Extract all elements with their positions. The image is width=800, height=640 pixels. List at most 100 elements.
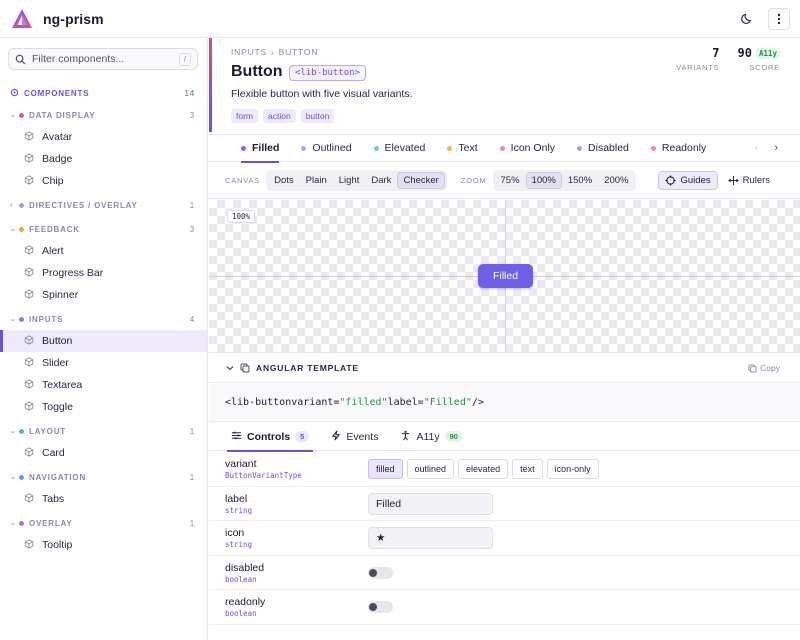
sidebar-item[interactable]: Toggle bbox=[0, 396, 207, 418]
preview-button[interactable]: Filled bbox=[478, 264, 533, 288]
nav-group[interactable]: ⌄ DATA DISPLAY 3 bbox=[0, 104, 207, 126]
copy-button[interactable]: Copy bbox=[748, 363, 780, 373]
tag-chip[interactable]: action bbox=[263, 109, 296, 123]
cube-icon bbox=[24, 378, 34, 392]
control-type: boolean bbox=[225, 574, 257, 584]
tag-chip[interactable]: form bbox=[231, 109, 258, 123]
sidebar-item[interactable]: Textarea bbox=[0, 374, 207, 396]
variant-tab-label: Text bbox=[458, 142, 478, 154]
sidebar-item[interactable]: Spinner bbox=[0, 284, 207, 306]
sidebar-item-label: Tooltip bbox=[42, 539, 73, 551]
cube-icon bbox=[24, 152, 34, 166]
sidebar-item[interactable]: Tooltip bbox=[0, 534, 207, 556]
sidebar-item[interactable]: Slider bbox=[0, 352, 207, 374]
canvas-option[interactable]: Dark bbox=[371, 175, 392, 186]
stat-value: 90 bbox=[737, 46, 752, 60]
nav-group[interactable]: ⌄ INPUTS 4 bbox=[0, 308, 207, 330]
zoom-option[interactable]: 75% bbox=[500, 175, 520, 186]
sidebar-item[interactable]: Progress Bar bbox=[0, 262, 207, 284]
control-type: string bbox=[225, 540, 253, 549]
variant-tab[interactable]: Filled bbox=[241, 135, 280, 163]
control-label-input[interactable]: Filled bbox=[368, 492, 493, 515]
variant-tab[interactable]: Readonly bbox=[650, 135, 706, 162]
code-tag-open: <lib-button bbox=[225, 396, 292, 408]
control-icon-input[interactable]: ★ bbox=[368, 527, 493, 549]
accessibility-icon bbox=[400, 430, 411, 444]
nav-group[interactable]: ⌄ OVERLAY 1 bbox=[0, 512, 207, 534]
template-section-header[interactable]: ANGULAR TEMPLATE Copy bbox=[209, 352, 800, 382]
nav-root-label: COMPONENTS bbox=[24, 88, 90, 98]
group-dot bbox=[19, 112, 24, 118]
more-menu-button[interactable] bbox=[768, 7, 790, 30]
tag-chip[interactable]: button bbox=[300, 109, 335, 123]
sidebar-item[interactable]: Button bbox=[0, 330, 207, 352]
nav-root-components[interactable]: COMPONENTS 14 bbox=[0, 84, 207, 102]
chevron-down-icon: ⌄ bbox=[10, 428, 17, 435]
chevron-left-icon[interactable]: ‹ bbox=[754, 142, 759, 154]
variant-tab[interactable]: Text bbox=[447, 135, 478, 162]
canvas-option[interactable]: Checker bbox=[397, 172, 445, 189]
sidebar-item[interactable]: Badge bbox=[0, 148, 207, 170]
canvas-option[interactable]: Dots bbox=[274, 175, 294, 186]
nav-group[interactable]: ⌄ LAYOUT 1 bbox=[0, 420, 207, 442]
more-vertical-icon bbox=[777, 13, 781, 24]
rulers-button[interactable]: Rulers bbox=[727, 175, 770, 186]
variant-chip[interactable]: icon-only bbox=[546, 459, 599, 479]
canvas-option[interactable]: Light bbox=[338, 175, 360, 186]
nav-group-count: 3 bbox=[189, 110, 195, 120]
variant-tab[interactable]: Elevated bbox=[373, 135, 425, 162]
zoom-option[interactable]: 100% bbox=[525, 172, 562, 189]
variant-chip[interactable]: outlined bbox=[406, 459, 455, 479]
zoom-option[interactable]: 150% bbox=[567, 175, 593, 186]
nav-group[interactable]: ⌄ FEEDBACK 3 bbox=[0, 218, 207, 240]
variant-tab[interactable]: Outlined bbox=[301, 135, 352, 162]
chevron-down-icon: ⌄ bbox=[10, 316, 17, 323]
variant-tab[interactable]: Icon Only bbox=[499, 135, 555, 162]
variant-tab-label: Outlined bbox=[312, 142, 352, 154]
panel-tab[interactable]: A11y 90 bbox=[400, 423, 463, 451]
sidebar-item[interactable]: Avatar bbox=[0, 126, 207, 148]
group-dot bbox=[19, 316, 24, 322]
control-readonly-toggle[interactable] bbox=[368, 601, 393, 613]
nav-group[interactable]: › DIRECTIVES / OVERLAY 1 bbox=[0, 194, 207, 216]
guides-button[interactable]: Guides bbox=[658, 171, 718, 190]
variant-chip[interactable]: filled bbox=[368, 459, 403, 479]
nav-group-count: 1 bbox=[189, 472, 195, 482]
sidebar-item[interactable]: Card bbox=[0, 442, 207, 464]
breadcrumb-item[interactable]: INPUTS bbox=[231, 47, 267, 57]
filter-placeholder: Filter components... bbox=[32, 53, 125, 65]
cube-icon bbox=[24, 244, 34, 258]
nav-group-label: FEEDBACK bbox=[29, 224, 80, 234]
nav-group[interactable]: ⌄ NAVIGATION 1 bbox=[0, 466, 207, 488]
zoom-option[interactable]: 200% bbox=[604, 175, 629, 186]
preview-canvas[interactable]: 100% Filled bbox=[209, 200, 800, 352]
chevron-right-icon[interactable]: › bbox=[774, 142, 778, 154]
variant-chip[interactable]: text bbox=[512, 459, 543, 479]
variant-tab[interactable]: Disabled bbox=[577, 135, 629, 162]
chevron-down-icon bbox=[226, 365, 234, 370]
variant-chips: filled outlined elevated text icon-only bbox=[368, 459, 599, 479]
theme-toggle-button[interactable] bbox=[736, 8, 758, 30]
sidebar-item-label: Badge bbox=[42, 153, 73, 165]
chevron-down-icon: ⌄ bbox=[10, 474, 17, 481]
code-attr: variant= bbox=[291, 396, 340, 408]
cube-icon bbox=[24, 130, 34, 144]
control-type: boolean bbox=[225, 609, 257, 618]
canvas-option[interactable]: Plain bbox=[305, 175, 327, 186]
control-type: ButtonVariantType bbox=[225, 471, 302, 480]
sidebar-item-label: Toggle bbox=[42, 401, 73, 413]
variant-chip[interactable]: elevated bbox=[458, 459, 509, 479]
group-dot bbox=[19, 202, 24, 208]
page-title: Button bbox=[231, 63, 283, 80]
shortcut-hint: / bbox=[178, 52, 191, 66]
filter-input[interactable]: Filter components... / bbox=[8, 48, 198, 70]
sidebar-item[interactable]: Alert bbox=[0, 240, 207, 262]
control-disabled-toggle[interactable] bbox=[368, 566, 393, 579]
panel-tab[interactable]: Events bbox=[331, 423, 378, 451]
panel-tab[interactable]: Controls 5 bbox=[226, 423, 314, 452]
variant-dot bbox=[241, 145, 246, 151]
ruler-icon bbox=[727, 175, 739, 186]
sidebar-item[interactable]: Chip bbox=[0, 170, 207, 192]
panel-tab-badge: 5 bbox=[295, 431, 310, 442]
sidebar-item[interactable]: Tabs bbox=[0, 488, 207, 510]
